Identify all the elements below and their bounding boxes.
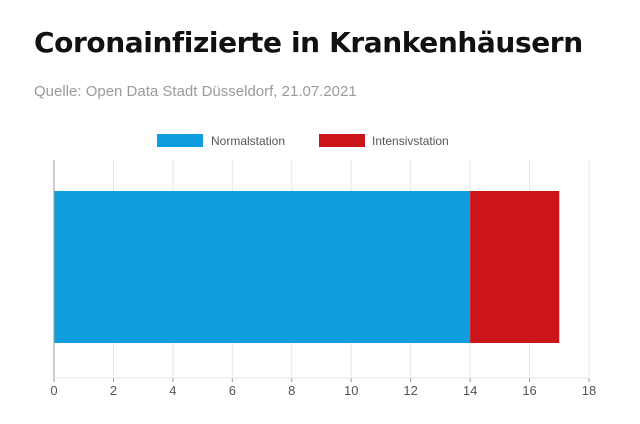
x-tick-label: 6 [229,383,236,398]
x-tick-label: 12 [403,383,417,398]
legend-label-normalstation: Normalstation [211,134,285,148]
x-tick-label: 18 [582,383,596,398]
x-tick-label: 8 [288,383,295,398]
x-tick-label: 2 [110,383,117,398]
bars [54,191,560,343]
x-tick-label: 4 [169,383,176,398]
x-tick-label: 14 [463,383,477,398]
chart-title: Coronainfizierte in Krankenhäusern [34,26,583,59]
legend-swatch-normalstation [157,134,203,147]
legend: Normalstation Intensivstation [157,134,449,148]
bar-intensivstation[interactable] [470,191,560,343]
chart-source: Quelle: Open Data Stadt Düsseldorf, 21.0… [34,83,357,100]
legend-label-intensivstation: Intensivstation [372,134,449,148]
x-tick-label: 0 [50,383,57,398]
legend-swatch-intensivstation [319,134,365,147]
x-axis: 0 2 4 6 8 10 12 14 16 18 [50,160,596,398]
x-tick-label: 16 [522,383,536,398]
bar-normalstation[interactable] [54,191,471,343]
x-tick-label: 10 [344,383,358,398]
